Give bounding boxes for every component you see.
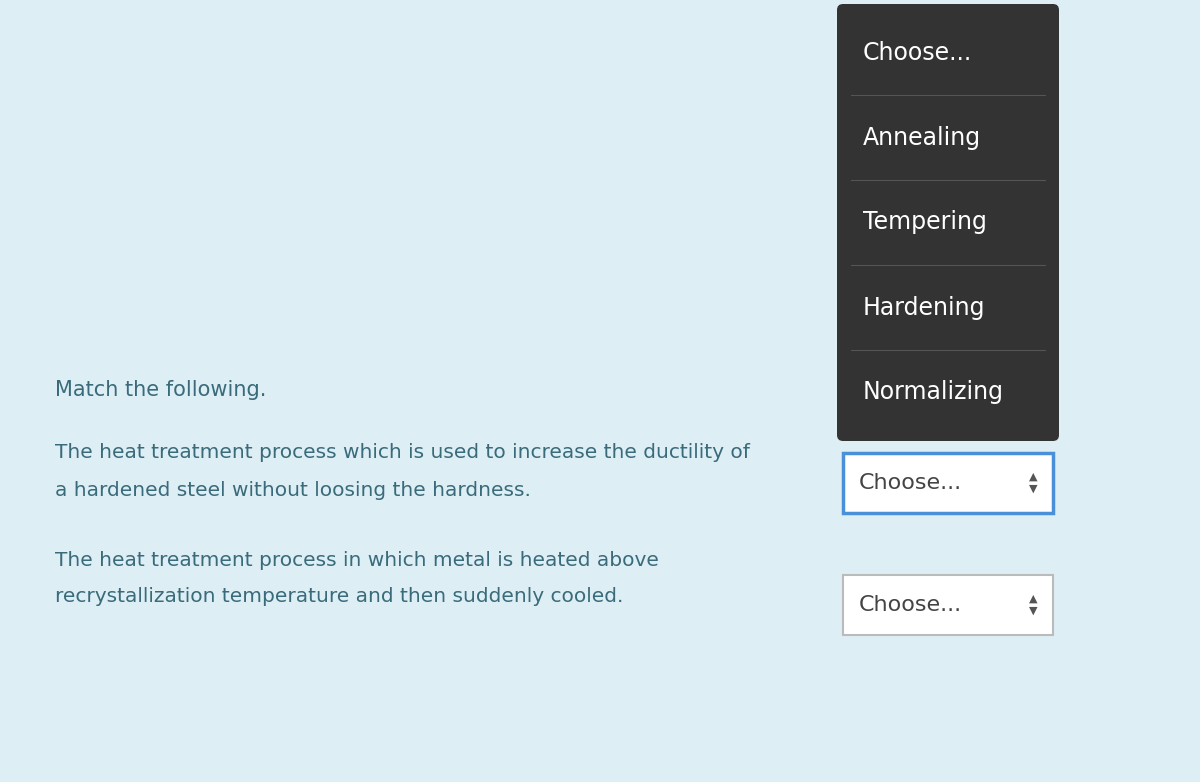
Text: Choose...: Choose... (859, 595, 962, 615)
Text: Normalizing: Normalizing (863, 381, 1004, 404)
Bar (842, 575, 1054, 635)
Text: ▼: ▼ (1028, 484, 1037, 494)
Text: recrystallization temperature and then suddenly cooled.: recrystallization temperature and then s… (55, 587, 623, 607)
Text: The heat treatment process in which metal is heated above: The heat treatment process in which meta… (55, 551, 659, 569)
Bar (0, 0, 1200, 340)
Text: Tempering: Tempering (863, 210, 986, 235)
Text: Choose...: Choose... (859, 473, 962, 493)
Text: ▼: ▼ (1028, 606, 1037, 616)
Text: The heat treatment process which is used to increase the ductility of: The heat treatment process which is used… (55, 443, 750, 462)
Text: ▲: ▲ (1028, 472, 1037, 482)
Text: ▲: ▲ (1028, 594, 1037, 604)
Text: Annealing: Annealing (863, 125, 982, 149)
Bar (842, 453, 1054, 513)
Text: a hardened steel without loosing the hardness.: a hardened steel without loosing the har… (55, 480, 530, 500)
FancyBboxPatch shape (22, 340, 1178, 766)
Text: Choose...: Choose... (863, 41, 972, 64)
Text: Match the following.: Match the following. (55, 380, 266, 400)
FancyBboxPatch shape (838, 4, 1060, 441)
Text: Hardening: Hardening (863, 296, 985, 320)
